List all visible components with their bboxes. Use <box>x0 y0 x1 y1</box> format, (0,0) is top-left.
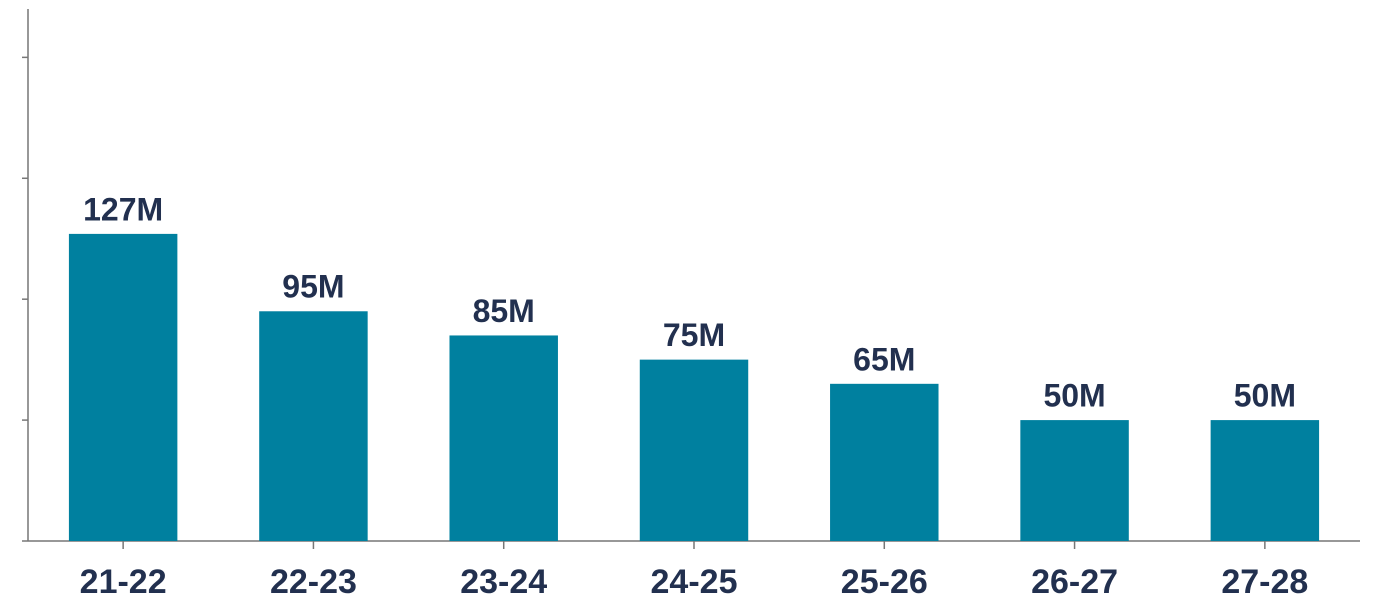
bar <box>68 233 178 541</box>
bar <box>1020 420 1129 541</box>
x-tick-label: 27-28 <box>1221 563 1308 601</box>
bar <box>1210 420 1320 541</box>
bar <box>449 335 558 541</box>
x-tick-label: 24-25 <box>651 563 738 601</box>
data-label: 65M <box>853 341 915 377</box>
x-tick-label: 21-22 <box>80 563 167 601</box>
x-tick-label: 25-26 <box>841 563 928 601</box>
data-label: 127M <box>83 191 163 227</box>
data-label: 95M <box>282 269 344 305</box>
bar <box>639 359 749 541</box>
data-label: 50M <box>1234 378 1296 414</box>
x-tick-label: 26-27 <box>1031 563 1118 601</box>
data-label: 75M <box>663 317 725 353</box>
data-label: 85M <box>473 293 535 329</box>
bar <box>830 383 939 541</box>
x-tick-label: 23-24 <box>460 563 547 601</box>
bar <box>259 311 368 541</box>
data-label: 50M <box>1043 378 1105 414</box>
x-tick-label: 22-23 <box>270 563 357 601</box>
